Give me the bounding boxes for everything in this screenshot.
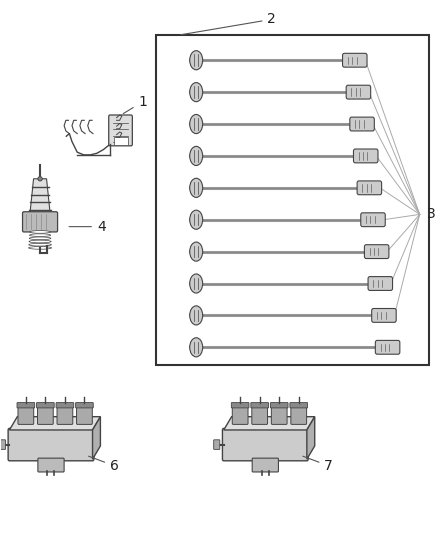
FancyBboxPatch shape	[346, 85, 370, 99]
FancyBboxPatch shape	[356, 181, 381, 195]
FancyBboxPatch shape	[251, 458, 278, 472]
Ellipse shape	[189, 210, 202, 229]
FancyBboxPatch shape	[213, 440, 219, 449]
FancyBboxPatch shape	[57, 406, 73, 424]
FancyBboxPatch shape	[349, 117, 374, 131]
Bar	[155, 35, 428, 365]
FancyBboxPatch shape	[364, 245, 388, 259]
FancyBboxPatch shape	[367, 277, 392, 290]
FancyBboxPatch shape	[360, 213, 385, 227]
Polygon shape	[30, 179, 50, 213]
Polygon shape	[10, 417, 100, 430]
FancyBboxPatch shape	[76, 406, 92, 424]
FancyBboxPatch shape	[270, 402, 287, 408]
Ellipse shape	[29, 244, 51, 246]
Ellipse shape	[189, 51, 202, 70]
Ellipse shape	[29, 237, 51, 240]
Text: 3: 3	[426, 207, 435, 221]
Ellipse shape	[189, 83, 202, 102]
FancyBboxPatch shape	[251, 406, 267, 424]
FancyBboxPatch shape	[371, 309, 395, 322]
Ellipse shape	[189, 147, 202, 165]
Ellipse shape	[189, 115, 202, 134]
FancyBboxPatch shape	[36, 402, 54, 408]
FancyBboxPatch shape	[37, 406, 53, 424]
Ellipse shape	[38, 176, 42, 181]
FancyBboxPatch shape	[0, 440, 6, 449]
FancyBboxPatch shape	[353, 149, 377, 163]
Text: 4: 4	[69, 220, 106, 233]
Ellipse shape	[28, 247, 52, 249]
FancyBboxPatch shape	[374, 341, 399, 354]
FancyBboxPatch shape	[232, 406, 247, 424]
Text: 7: 7	[302, 456, 332, 473]
FancyBboxPatch shape	[250, 402, 268, 408]
Ellipse shape	[189, 274, 202, 293]
Polygon shape	[223, 417, 314, 430]
Ellipse shape	[29, 234, 50, 237]
FancyBboxPatch shape	[231, 402, 248, 408]
Ellipse shape	[189, 306, 202, 325]
FancyBboxPatch shape	[17, 402, 35, 408]
FancyBboxPatch shape	[271, 406, 286, 424]
Polygon shape	[306, 417, 314, 459]
FancyBboxPatch shape	[8, 429, 94, 461]
Ellipse shape	[29, 240, 51, 243]
Ellipse shape	[189, 178, 202, 197]
Ellipse shape	[30, 231, 50, 233]
FancyBboxPatch shape	[114, 138, 127, 145]
Text: 2: 2	[180, 12, 276, 35]
Polygon shape	[92, 417, 100, 459]
FancyBboxPatch shape	[109, 115, 132, 146]
FancyBboxPatch shape	[22, 212, 57, 232]
FancyBboxPatch shape	[289, 402, 307, 408]
FancyBboxPatch shape	[342, 53, 366, 67]
FancyBboxPatch shape	[222, 429, 307, 461]
Text: 6: 6	[88, 456, 119, 473]
Ellipse shape	[189, 242, 202, 261]
FancyBboxPatch shape	[56, 402, 74, 408]
FancyBboxPatch shape	[38, 458, 64, 472]
Text: 1: 1	[123, 95, 147, 114]
FancyBboxPatch shape	[290, 406, 306, 424]
FancyBboxPatch shape	[75, 402, 93, 408]
Ellipse shape	[189, 338, 202, 357]
FancyBboxPatch shape	[18, 406, 34, 424]
